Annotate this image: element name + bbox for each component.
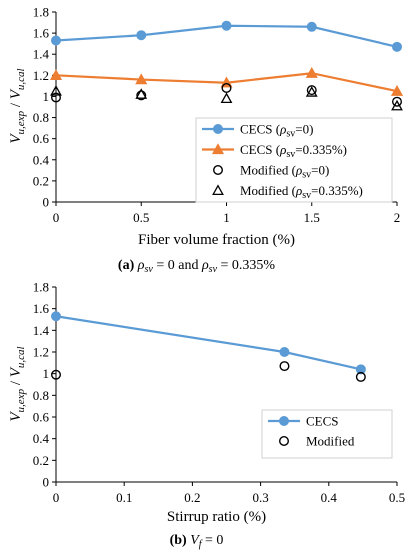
y-tick-label: 0.2 bbox=[33, 453, 49, 468]
legend-marker bbox=[211, 143, 225, 155]
x-tick-label: 0 bbox=[53, 210, 60, 225]
data-point bbox=[220, 92, 233, 104]
legend-marker bbox=[279, 416, 289, 426]
y-tick-label: 0.6 bbox=[33, 131, 50, 146]
legend-entry: CECS (ρsv=0.335%) bbox=[240, 142, 347, 160]
legend-marker bbox=[213, 124, 223, 134]
x-tick-label: 0 bbox=[53, 490, 60, 505]
x-tick-label: 2 bbox=[394, 210, 401, 225]
data-point bbox=[392, 96, 403, 107]
y-tick-label: 0.6 bbox=[33, 410, 50, 425]
panel-caption: (a) ρsv = 0 and ρsv = 0.335% bbox=[118, 258, 275, 275]
data-point bbox=[135, 88, 148, 99]
y-tick-label: 0.2 bbox=[33, 173, 49, 188]
data-point bbox=[51, 92, 62, 103]
y-tick-label: 1.2 bbox=[33, 345, 49, 360]
legend: CECS Modified bbox=[261, 409, 393, 459]
legend-marker bbox=[212, 164, 223, 175]
y-tick-label: 1.2 bbox=[33, 68, 49, 83]
x-axis-label: Fiber volume fraction (%) bbox=[138, 232, 295, 248]
y-tick-label: 1.4 bbox=[33, 47, 50, 62]
data-point bbox=[136, 30, 147, 41]
data-point bbox=[221, 20, 232, 31]
legend-entry: CECS bbox=[306, 414, 339, 429]
y-tick-label: 0.4 bbox=[33, 152, 50, 167]
series-cecs-1 bbox=[49, 66, 404, 96]
series-cecs-0 bbox=[51, 311, 366, 375]
y-tick-label: 1 bbox=[43, 89, 50, 104]
x-tick-label: 0.4 bbox=[321, 490, 338, 505]
x-tick-label: 0.5 bbox=[133, 210, 149, 225]
series-modified-1 bbox=[51, 361, 366, 382]
series-cecs-0 bbox=[51, 20, 402, 52]
y-tick-label: 1.8 bbox=[33, 5, 49, 20]
y-tick-label: 0.4 bbox=[33, 431, 50, 446]
legend-entry: CECS (ρsv=0) bbox=[240, 122, 313, 140]
y-tick-label: 1 bbox=[43, 366, 50, 381]
x-tick-label: 0.5 bbox=[389, 490, 405, 505]
data-point bbox=[279, 361, 290, 372]
data-point bbox=[391, 99, 403, 111]
x-tick-label: 1 bbox=[223, 210, 230, 225]
data-point bbox=[51, 311, 61, 322]
y-tick-label: 0 bbox=[43, 195, 50, 210]
y-axis-label: Vu,exp / Vu,cal bbox=[8, 68, 27, 143]
data-point bbox=[355, 371, 366, 382]
y-tick-label: 1.8 bbox=[33, 280, 49, 295]
legend-marker bbox=[212, 184, 224, 195]
x-tick-label: 0.3 bbox=[252, 490, 268, 505]
data-point bbox=[306, 21, 317, 32]
data-point bbox=[221, 82, 232, 93]
data-point bbox=[305, 66, 318, 78]
legend-marker bbox=[279, 436, 290, 447]
series-modified-2 bbox=[51, 82, 403, 107]
y-axis-label: Vu,exp / Vu,cal bbox=[8, 346, 27, 421]
series-modified-3 bbox=[50, 85, 403, 111]
legend-box bbox=[195, 117, 393, 203]
legend-entry: Modified bbox=[306, 434, 355, 449]
legend-entry: Modified (ρsv=0) bbox=[240, 163, 329, 181]
x-tick-label: 0.2 bbox=[184, 490, 200, 505]
data-point bbox=[306, 85, 317, 96]
data-point bbox=[135, 73, 148, 85]
chart-panel-b: 0 0.2 0.4 0.6 0.8 1 1.2 1.4 1.6 1.8 0 0.1 0.2 0.3 0.4 0… bbox=[8, 280, 405, 550]
data-point bbox=[49, 69, 63, 80]
y-tick-label: 0 bbox=[43, 475, 50, 490]
data-point bbox=[392, 41, 402, 52]
data-point bbox=[305, 86, 318, 97]
chart-panel-a: 0 0.2 0.4 0.6 0.8 1 1.2 1.4 1.6 1.8 0 0.5 1 1.5 2 Vu,ex… bbox=[8, 5, 404, 275]
x-tick-label: 0.1 bbox=[116, 490, 132, 505]
data-point bbox=[51, 369, 62, 380]
data-point bbox=[279, 347, 290, 357]
y-tick-label: 1.6 bbox=[33, 26, 50, 41]
y-tick-label: 1.4 bbox=[33, 323, 50, 338]
y-tick-label: 0.8 bbox=[33, 110, 49, 125]
data-point bbox=[355, 364, 366, 375]
data-point bbox=[390, 84, 404, 96]
legend-entry: Modified (ρsv=0.335%) bbox=[240, 183, 363, 201]
legend: CECS (ρsv=0) CECS (ρsv=0.335%) Modified (ρ… bbox=[195, 117, 393, 203]
y-tick-label: 0.8 bbox=[33, 388, 49, 403]
series-line bbox=[55, 315, 362, 371]
x-tick-label: 1.5 bbox=[304, 210, 320, 225]
x-axis-label: Stirrup ratio (%) bbox=[167, 509, 266, 525]
data-point bbox=[136, 90, 147, 101]
data-point bbox=[51, 35, 61, 46]
panel-caption: (b) Vf = 0 bbox=[170, 533, 224, 550]
y-tick-label: 1.6 bbox=[33, 301, 50, 316]
data-point bbox=[50, 85, 62, 96]
